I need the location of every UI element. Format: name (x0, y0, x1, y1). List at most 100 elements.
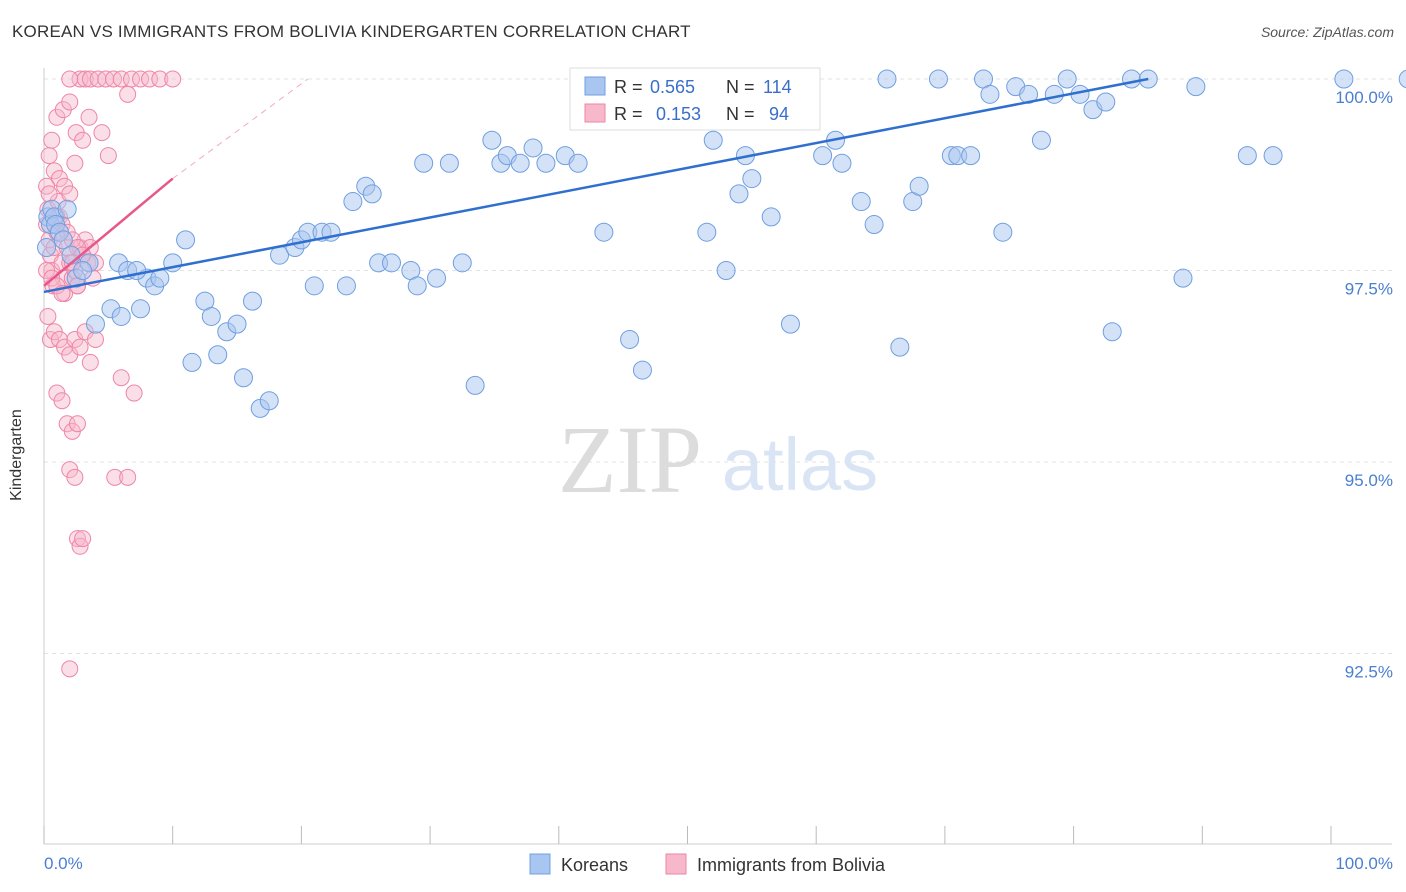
bolivia-point-25 (39, 307, 57, 325)
korean-point-65 (632, 360, 652, 380)
korean-point-45 (381, 253, 401, 273)
y-tick-label-3: 100.0% (1335, 88, 1393, 107)
legend: Koreans Immigrants from Bolivia (529, 853, 886, 875)
korean-point-40 (336, 276, 356, 296)
korean-point-76 (761, 207, 781, 227)
legend-bolivia-label: Immigrants from Bolivia (697, 855, 886, 875)
bolivia-r-value: 0.153 (656, 104, 701, 124)
korean-point-95 (993, 222, 1013, 242)
korean-point-71 (703, 130, 723, 150)
bolivia-series (38, 70, 182, 678)
korean-point-107 (1173, 268, 1193, 288)
bolivia-point-48 (80, 108, 98, 126)
korean-point-24 (182, 352, 202, 372)
bolivia-trend-line (43, 177, 174, 287)
axes (43, 68, 1392, 845)
x-tick-label-1: 100.0% (1335, 854, 1393, 873)
bolivia-point-26 (41, 330, 59, 348)
koreans-r-value: 0.565 (650, 77, 695, 97)
y-tick-label-0: 92.5% (1345, 663, 1393, 682)
korean-point-110 (1263, 146, 1283, 166)
bolivia-point-45 (61, 93, 79, 111)
x-tick-labels: 0.0% 100.0% (44, 854, 1393, 873)
korean-point-114 (57, 199, 77, 219)
bolivia-point-59 (132, 70, 150, 88)
korean-point-111 (1334, 69, 1354, 89)
bolivia-trend-extension (172, 78, 309, 179)
y-tick-label-2: 97.5% (1345, 280, 1393, 299)
korean-point-22 (176, 230, 196, 250)
korean-point-57 (523, 138, 543, 158)
koreans-n-label: N = (726, 77, 755, 97)
korean-point-43 (362, 184, 382, 204)
bolivia-point-60 (141, 70, 159, 88)
korean-point-53 (482, 130, 502, 150)
korean-point-15 (111, 306, 131, 326)
bolivia-point-35 (86, 330, 104, 348)
bolivia-point-50 (99, 147, 117, 165)
bolivia-n-value: 94 (769, 104, 789, 124)
bolivia-point-52 (76, 70, 94, 88)
bolivia-point-62 (164, 70, 182, 88)
korean-point-11 (85, 314, 105, 334)
grid-lines (44, 78, 1392, 654)
bolivia-point-41 (66, 154, 84, 172)
korean-point-19 (127, 261, 147, 280)
korean-point-30 (233, 368, 253, 388)
bolivia-stat-swatch (584, 103, 606, 123)
korean-point-52 (465, 375, 485, 395)
bolivia-point-40 (61, 185, 79, 203)
korean-point-82 (832, 153, 852, 173)
korean-point-28 (227, 314, 247, 334)
korean-point-62 (594, 222, 614, 242)
korean-point-64 (620, 329, 640, 349)
korean-point-6 (53, 230, 73, 250)
korean-point-84 (864, 215, 884, 235)
korean-point-29 (242, 291, 262, 311)
korean-point-70 (697, 222, 717, 242)
korean-point-89 (928, 69, 948, 89)
watermark: ZIP atlas (558, 406, 878, 513)
koreans-trend-line (43, 77, 1149, 294)
bolivia-r-label: R = (614, 104, 643, 124)
korean-point-37 (304, 276, 324, 296)
bolivia-n-label: N = (726, 104, 755, 124)
korean-point-72 (716, 261, 736, 280)
bolivia-point-32 (71, 338, 89, 356)
korean-point-100 (1057, 69, 1077, 89)
bolivia-point-49 (93, 124, 111, 142)
korean-point-10 (73, 261, 93, 280)
korean-point-115 (37, 238, 57, 258)
korean-point-98 (1031, 130, 1051, 150)
bolivia-point-47 (74, 131, 92, 149)
korean-point-7 (61, 245, 81, 265)
x-tick-label-0: 0.0% (44, 854, 83, 873)
korean-point-78 (780, 314, 800, 334)
korean-point-112 (1398, 69, 1406, 89)
bolivia-point-77 (61, 660, 79, 678)
koreans-stat-swatch (584, 76, 606, 96)
bolivia-point-34 (81, 353, 99, 371)
stats-box: R = 0.565 N = 114 R = 0.153 N = 94 (569, 67, 821, 131)
korean-point-50 (439, 153, 459, 173)
bolivia-point-66 (53, 392, 71, 410)
trend-lines (43, 77, 1149, 294)
bolivia-point-64 (119, 85, 137, 103)
korean-point-25 (201, 306, 221, 326)
korean-point-92 (961, 146, 981, 166)
bolivia-point-51 (71, 70, 89, 88)
bolivia-point-42 (43, 131, 61, 149)
legend-koreans-swatch (529, 853, 551, 875)
korean-point-56 (510, 153, 530, 173)
korean-point-86 (890, 337, 910, 357)
bolivia-point-72 (106, 468, 124, 486)
bolivia-point-69 (68, 415, 86, 433)
watermark-atlas: atlas (722, 423, 878, 506)
watermark-zip: ZIP (558, 406, 702, 513)
bolivia-point-79 (125, 384, 143, 402)
korean-point-108 (1186, 77, 1206, 97)
korean-point-49 (427, 268, 447, 288)
korean-point-105 (1122, 69, 1142, 89)
bolivia-point-81 (40, 185, 58, 203)
korean-point-104 (1102, 322, 1122, 342)
